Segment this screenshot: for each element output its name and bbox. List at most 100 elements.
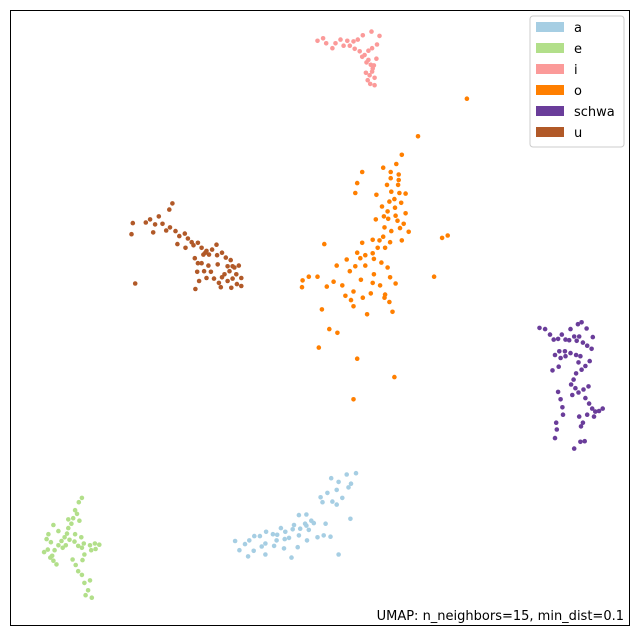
- point-a-53: [323, 521, 328, 526]
- point-a-6: [325, 490, 330, 496]
- point-o-80: [388, 175, 394, 181]
- point-e-44: [88, 547, 94, 553]
- point-a-19: [247, 538, 252, 543]
- point-o-52: [351, 289, 356, 294]
- legend-swatch-i: [536, 64, 564, 74]
- point-a-15: [270, 531, 276, 537]
- point-e-24: [48, 555, 53, 560]
- point-o-35: [347, 268, 353, 274]
- point-e-8: [67, 537, 72, 543]
- point-e-14: [92, 541, 98, 546]
- point-o-31: [354, 250, 360, 255]
- point-a-26: [296, 533, 302, 538]
- point-i-16: [374, 42, 380, 47]
- point-i-24: [364, 60, 369, 65]
- point-u-58: [163, 228, 169, 233]
- point-schwa-42: [593, 409, 598, 414]
- point-u-21: [223, 255, 229, 260]
- point-schwa-5: [559, 332, 565, 337]
- point-schwa-11: [580, 340, 586, 345]
- point-o-75: [382, 295, 387, 301]
- point-a-0: [336, 479, 341, 485]
- point-o-15: [385, 209, 390, 214]
- point-e-38: [44, 536, 49, 542]
- point-u-32: [195, 260, 201, 266]
- point-u-56: [183, 245, 188, 251]
- point-i-5: [352, 46, 358, 52]
- point-e-47: [93, 546, 98, 552]
- plot-frame: [10, 10, 630, 626]
- point-e-36: [51, 522, 56, 528]
- point-o-42: [387, 299, 392, 305]
- point-e-18: [59, 538, 64, 544]
- point-o-10: [403, 191, 408, 196]
- point-i-4: [347, 43, 353, 48]
- point-u-52: [232, 265, 237, 270]
- point-i-20: [351, 39, 356, 44]
- point-schwa-27: [576, 360, 581, 365]
- point-schwa-36: [576, 390, 581, 395]
- point-u-3: [152, 222, 158, 227]
- point-e-42: [60, 545, 65, 551]
- point-o-3: [394, 161, 399, 167]
- point-u-60: [204, 248, 209, 254]
- point-i-1: [323, 41, 329, 46]
- point-a-24: [274, 538, 279, 543]
- point-e-29: [75, 568, 81, 574]
- point-u-36: [204, 275, 209, 281]
- point-e-11: [79, 545, 85, 551]
- point-a-13: [283, 529, 288, 535]
- point-a-36: [251, 548, 256, 554]
- point-o-5: [396, 177, 402, 183]
- point-u-19: [214, 242, 219, 247]
- point-i-17: [377, 33, 382, 39]
- series-schwa: [537, 320, 605, 451]
- point-schwa-16: [575, 321, 581, 327]
- point-u-37: [196, 278, 202, 284]
- point-e-1: [76, 499, 82, 505]
- point-a-44: [336, 552, 341, 557]
- point-schwa-60: [550, 368, 555, 373]
- point-o-6: [395, 182, 401, 188]
- point-u-14: [195, 240, 201, 246]
- point-u-55: [199, 260, 204, 266]
- point-a-29: [321, 533, 327, 538]
- point-u-9: [177, 233, 182, 239]
- point-schwa-30: [579, 367, 584, 373]
- point-a-35: [259, 544, 265, 549]
- point-schwa-25: [573, 352, 579, 358]
- point-o-85: [382, 225, 387, 230]
- point-o-77: [351, 397, 356, 402]
- point-o-1: [415, 134, 421, 139]
- point-schwa-2: [547, 332, 553, 337]
- series-u: [129, 201, 244, 292]
- point-schwa-15: [579, 320, 584, 325]
- point-e-49: [48, 539, 54, 545]
- point-a-37: [245, 554, 251, 559]
- point-o-68: [299, 284, 305, 290]
- point-schwa-56: [552, 435, 558, 441]
- point-e-5: [66, 525, 71, 531]
- point-o-12: [387, 199, 392, 204]
- point-u-46: [234, 272, 239, 277]
- point-o-49: [334, 263, 340, 268]
- point-u-30: [201, 268, 207, 274]
- point-o-7: [384, 182, 390, 188]
- point-schwa-18: [568, 326, 573, 332]
- point-o-27: [382, 245, 388, 251]
- point-u-24: [236, 263, 242, 268]
- point-u-38: [193, 286, 198, 292]
- point-u-45: [230, 276, 235, 281]
- point-o-0: [464, 96, 470, 101]
- point-i-6: [357, 49, 363, 54]
- point-a-47: [330, 499, 335, 504]
- point-a-2: [353, 470, 359, 476]
- point-u-53: [208, 269, 214, 275]
- point-u-50: [234, 281, 240, 287]
- point-a-20: [242, 541, 248, 547]
- point-e-32: [85, 588, 91, 593]
- point-o-11: [392, 196, 397, 202]
- point-schwa-38: [586, 384, 591, 389]
- point-i-33: [372, 75, 377, 81]
